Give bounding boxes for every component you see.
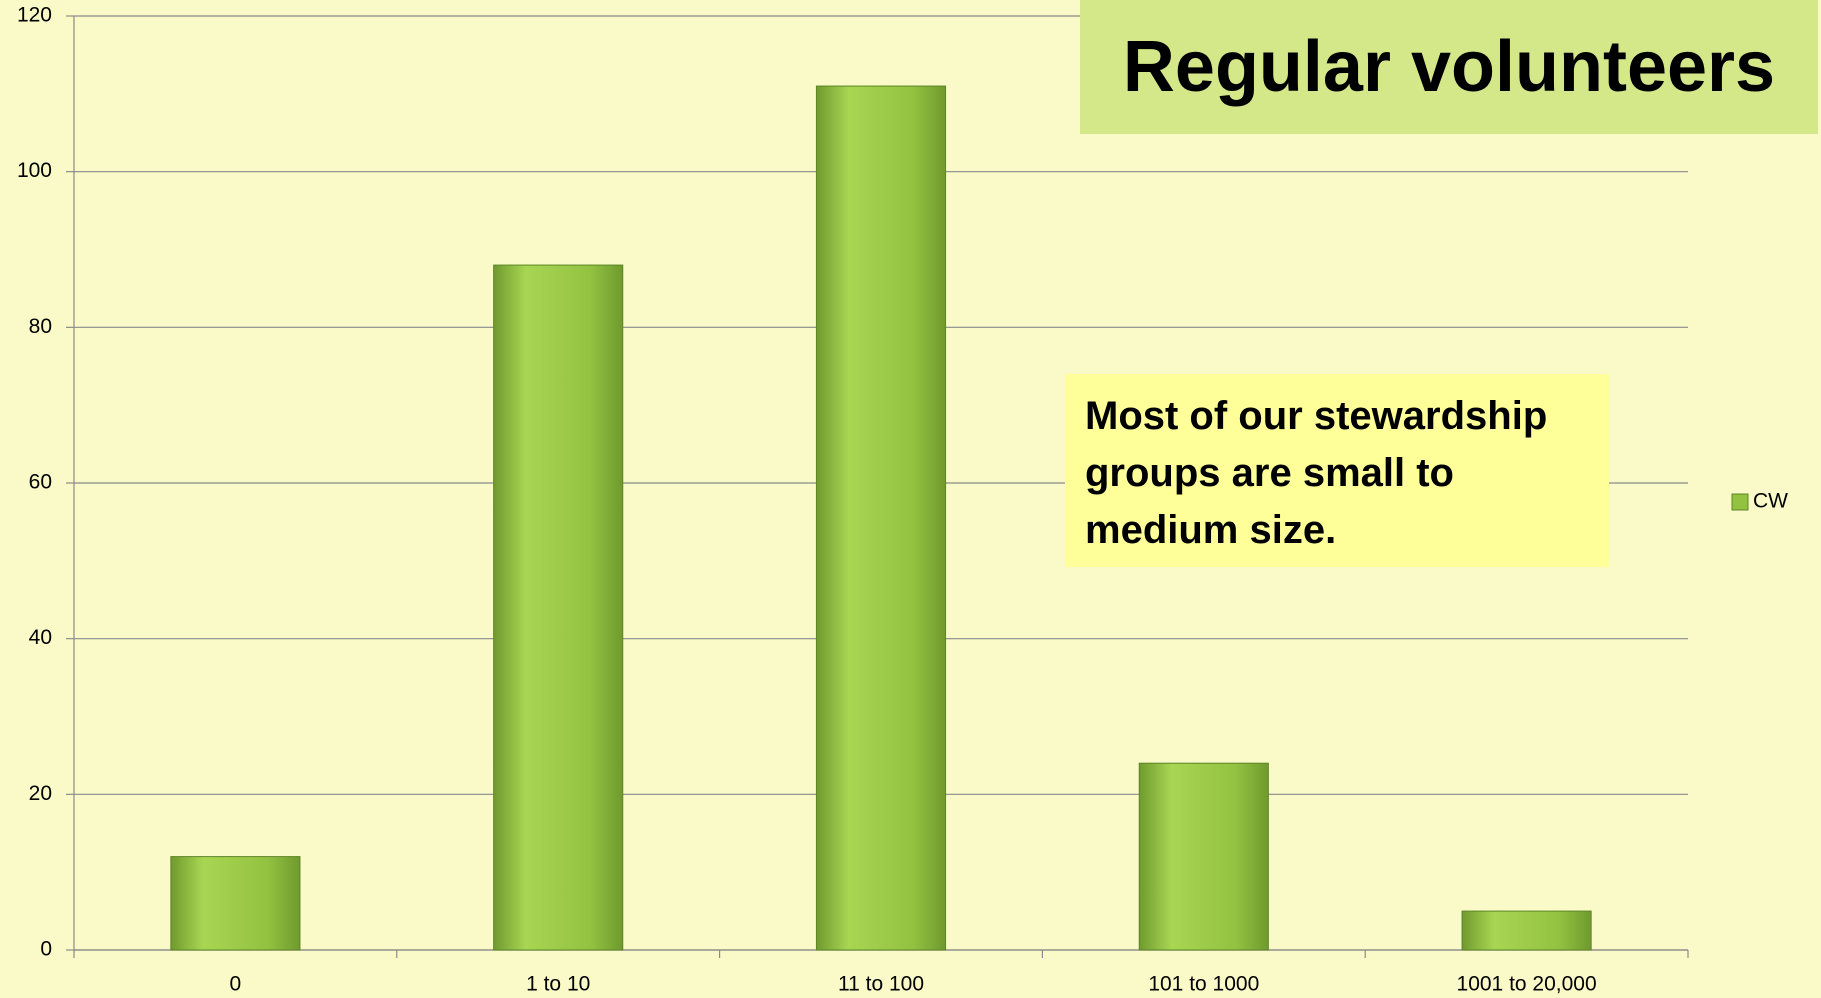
- bar: [815, 85, 947, 951]
- x-tick-label: 11 to 100: [838, 973, 924, 996]
- x-tick-label: 1001 to 20,000: [1457, 973, 1597, 996]
- legend-swatch: [1731, 493, 1749, 511]
- y-tick-label: 0: [40, 938, 52, 961]
- y-tick-label: 20: [29, 782, 52, 805]
- bar: [1138, 762, 1269, 951]
- x-tick-label: 101 to 1000: [1148, 973, 1259, 996]
- y-tick-label: 100: [17, 159, 52, 182]
- chart-title: Regular volunteers: [1080, 0, 1818, 134]
- bar: [170, 856, 301, 951]
- x-tick-label: 1 to 10: [526, 973, 590, 996]
- bar: [493, 264, 624, 951]
- x-tick-label: 0: [230, 973, 242, 996]
- y-tick-label: 120: [17, 4, 52, 27]
- bar: [1461, 910, 1592, 951]
- y-tick-label: 80: [29, 315, 52, 338]
- y-tick-label: 60: [29, 471, 52, 494]
- annotation: Most of our stewardship groups are small…: [1065, 374, 1609, 567]
- legend-label: CW: [1753, 490, 1788, 513]
- y-tick-label: 40: [29, 626, 52, 649]
